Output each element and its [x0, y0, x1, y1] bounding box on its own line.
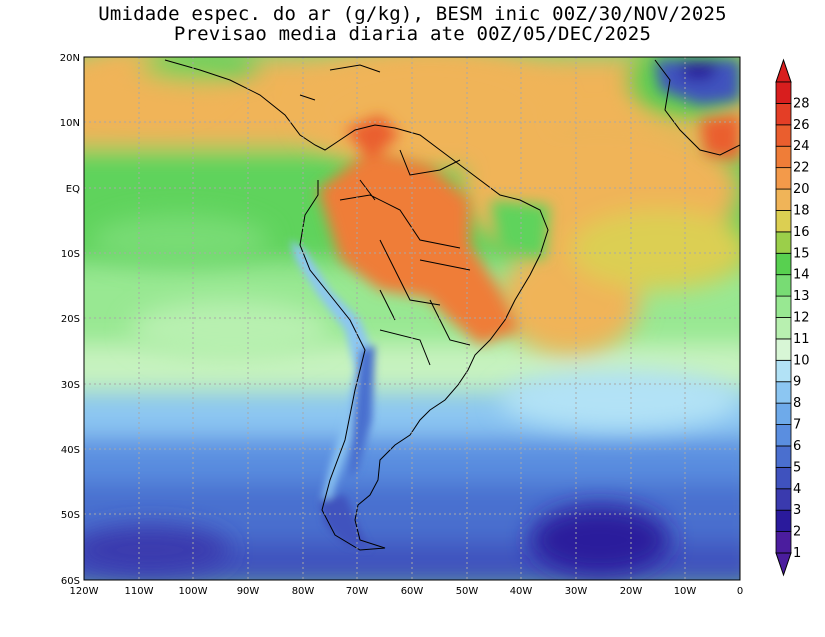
colorbar-label: 10 [793, 353, 810, 368]
colorbar-label: 22 [793, 161, 810, 176]
lat-label: 20S [61, 314, 80, 325]
colorbar-swatch [775, 167, 792, 190]
map-frame [83, 56, 741, 581]
colorbar-swatch [775, 402, 792, 425]
colorbar-swatch [775, 103, 792, 126]
lon-label: 70W [346, 586, 369, 597]
colorbar-swatch [775, 231, 792, 254]
chart-title-line1: Umidade espec. do ar (g/kg), BESM inic 0… [98, 3, 727, 25]
colorbar-swatch [775, 295, 792, 318]
colorbar-swatch [775, 424, 792, 447]
lat-label: 20N [60, 53, 80, 64]
colorbar-label: 26 [793, 118, 810, 133]
colorbar-label: 8 [793, 396, 801, 411]
lat-label: 10S [61, 249, 80, 260]
coastlines [164, 59, 740, 551]
lon-label: 90W [237, 586, 260, 597]
lat-label: 60S [61, 576, 80, 587]
grid-lines [84, 57, 740, 580]
colorbar-swatch [775, 124, 792, 147]
lon-label: 20W [620, 586, 643, 597]
lon-label: 30W [565, 586, 588, 597]
lon-label: 120W [70, 586, 99, 597]
lat-label: 10N [60, 118, 80, 129]
colorbar-swatch [775, 509, 792, 532]
colorbar-label: 24 [793, 139, 810, 154]
colorbar-min-arrow [775, 552, 792, 577]
colorbar-swatch [775, 210, 792, 233]
lat-label: 50S [61, 510, 80, 521]
colorbar-label: 16 [793, 225, 810, 240]
lon-label: 80W [292, 586, 315, 597]
colorbar-label: 12 [793, 311, 810, 326]
lon-label: 0 [737, 586, 743, 597]
chart-title-line2: Previsao media diaria ate 00Z/05/DEC/202… [173, 23, 652, 45]
colorbar-swatch [775, 317, 792, 340]
colorbar-swatch [775, 81, 792, 104]
colorbar-swatch [775, 274, 792, 297]
lon-axis: 120W 110W 100W 90W 80W 70W 60W 50W 40W 3… [70, 586, 744, 597]
colorbar-swatch [775, 188, 792, 211]
lon-label: 10W [674, 586, 697, 597]
colorbar-label: 20 [793, 182, 810, 197]
lat-label: 40S [61, 445, 80, 456]
colorbar-swatch [775, 252, 792, 276]
colorbar-swatch [775, 488, 792, 511]
colorbar-label: 11 [793, 332, 810, 347]
colorbar-label: 6 [793, 439, 801, 454]
lat-label: EQ [66, 184, 80, 195]
colorbar-swatch [775, 466, 792, 490]
colorbar-max-arrow [775, 58, 792, 83]
colorbar-label: 2 [793, 525, 801, 540]
colorbar-label: 14 [793, 268, 810, 283]
lon-label: 110W [125, 586, 154, 597]
colorbar-label: 1 [793, 546, 801, 561]
colorbar-label: 13 [793, 289, 810, 304]
colorbar-swatch [775, 531, 792, 554]
lon-label: 40W [510, 586, 533, 597]
colorbar-swatch [775, 359, 792, 383]
colorbar-label: 18 [793, 203, 810, 218]
lat-axis: 20N 10N EQ 10S 20S 30S 40S 50S 60S [60, 53, 80, 587]
lon-label: 50W [456, 586, 479, 597]
lat-label: 30S [61, 380, 80, 391]
colorbar-label: 3 [793, 503, 801, 518]
lon-label: 60W [401, 586, 424, 597]
colorbar-swatch [775, 445, 792, 468]
colorbar-label: 28 [793, 96, 810, 111]
lon-label: 100W [179, 586, 208, 597]
colorbar-label: 4 [793, 482, 801, 497]
colorbar-label: 15 [793, 246, 810, 261]
colorbar-swatch [775, 381, 792, 404]
colorbar-label: 7 [793, 418, 801, 433]
colorbar-swatch [775, 145, 792, 169]
colorbar-label: 5 [793, 460, 801, 475]
colorbar-swatch [775, 338, 792, 361]
colorbar-label: 9 [793, 375, 801, 390]
